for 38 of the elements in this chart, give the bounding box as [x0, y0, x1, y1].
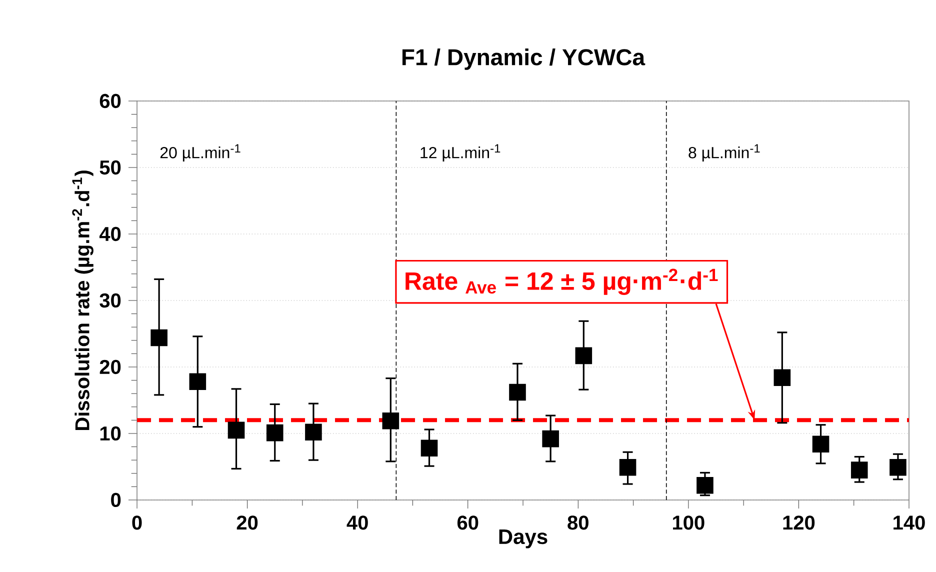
point: [542, 430, 559, 448]
x-tick-label: 100: [673, 516, 704, 530]
point: [850, 462, 868, 478]
annotation: 8 µL.min$^{-1}$: [688, 144, 760, 162]
point: [812, 436, 830, 453]
point: [189, 373, 206, 390]
point: [228, 422, 245, 439]
point: [575, 347, 592, 364]
x-tick-label: 120: [783, 516, 815, 530]
x-tick-label: 60: [457, 516, 478, 530]
y-tick-label: 50: [100, 160, 121, 175]
x-tick-label: 80: [568, 516, 588, 530]
point: [382, 412, 400, 430]
point: [266, 424, 284, 442]
y-axis-title: Dissolution rate (µg.m$^{-2}$.d$^{-1}$): [72, 170, 94, 430]
x-tick-label: 0: [132, 516, 142, 530]
y-tick-label: 0: [111, 492, 121, 508]
y-tick-label: 40: [99, 226, 121, 242]
x-tick-label: 140: [894, 516, 925, 530]
point: [509, 384, 526, 401]
annotation: 12 µL.min$^{-1}$: [420, 144, 500, 162]
x-tick-label: 40: [346, 516, 368, 530]
x-axis-title: Days: [499, 530, 548, 548]
annotation: 20 µL.min$^{-1}$: [160, 144, 240, 162]
point: [420, 440, 438, 457]
x-tick-label: 20: [236, 516, 258, 530]
point: [619, 459, 636, 476]
y-tick-label: 60: [100, 94, 121, 108]
point: [774, 369, 791, 386]
y-tick-label: 30: [100, 293, 121, 308]
point: [890, 459, 906, 476]
y-tick-label: 10: [100, 426, 121, 441]
y-tick-label: 20: [100, 360, 121, 374]
chart-title: F1 / Dynamic / YCWCa: [402, 48, 646, 70]
annotation: Rate $_{Ave}$ = 12 ± 5 µg·m$^{-2}$·d$^{-1}$: [406, 268, 718, 295]
point: [305, 424, 322, 441]
point: [696, 476, 714, 494]
point: [150, 329, 168, 346]
